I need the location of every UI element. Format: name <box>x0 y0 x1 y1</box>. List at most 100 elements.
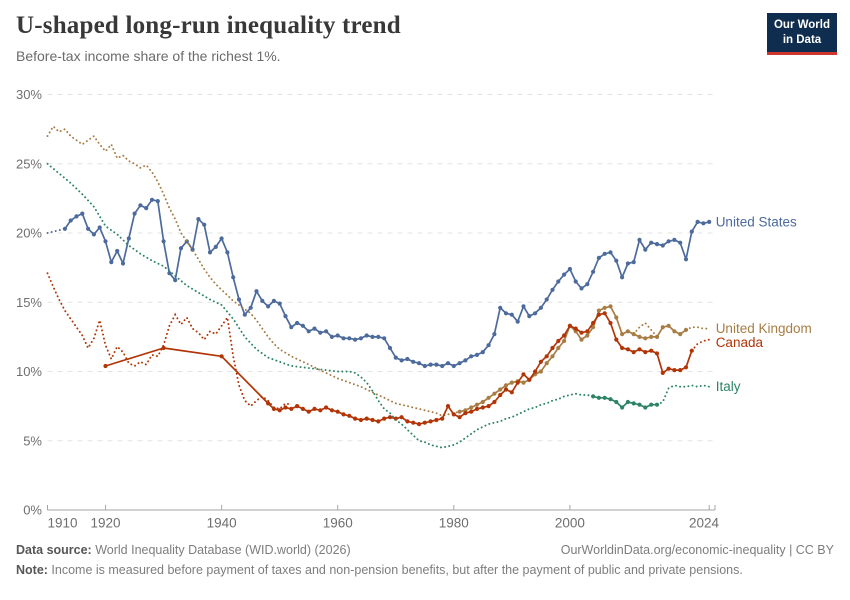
data-point <box>625 399 631 405</box>
data-point <box>376 334 381 339</box>
data-point <box>306 409 311 414</box>
data-point <box>602 311 607 316</box>
series-line-united-kingdom[interactable] <box>459 305 687 413</box>
data-point <box>480 399 485 405</box>
series-label-italy[interactable]: Italy <box>716 379 741 394</box>
data-point <box>562 272 567 277</box>
data-point <box>416 361 422 366</box>
data-point <box>521 372 526 377</box>
data-point <box>353 337 358 342</box>
data-point <box>596 312 602 317</box>
data-point <box>266 401 271 406</box>
data-point <box>463 411 468 416</box>
data-point <box>68 218 73 223</box>
data-point <box>707 219 712 224</box>
data-point <box>178 246 184 251</box>
data-point <box>614 337 619 342</box>
chart-footer: Data source: World Inequality Database (… <box>16 543 834 577</box>
data-point <box>509 390 514 395</box>
data-point <box>248 305 253 310</box>
data-point <box>422 420 427 425</box>
data-point <box>492 391 497 396</box>
data-point <box>649 402 654 407</box>
series-line-italy[interactable] <box>656 384 711 406</box>
data-point <box>556 345 561 351</box>
series-united-states[interactable] <box>46 197 712 369</box>
data-point <box>701 221 706 226</box>
data-point <box>451 363 456 369</box>
data-point <box>370 334 375 339</box>
data-point <box>202 222 207 227</box>
data-point <box>254 289 259 294</box>
series-italy[interactable] <box>46 162 711 449</box>
data-point <box>550 354 555 359</box>
data-point <box>300 323 305 328</box>
data-point <box>678 240 683 245</box>
series-line-italy[interactable] <box>46 162 595 449</box>
data-point <box>289 325 294 330</box>
series-line-united-states[interactable] <box>46 227 66 234</box>
data-point <box>503 311 509 316</box>
data-point <box>643 247 648 252</box>
data-point <box>672 329 677 334</box>
data-point <box>103 363 108 369</box>
data-point <box>115 248 120 254</box>
data-point <box>120 261 126 266</box>
x-tick-label: 2024 <box>689 516 720 531</box>
series-canada[interactable] <box>46 272 711 427</box>
series-line-canada[interactable] <box>690 338 711 352</box>
data-point <box>620 275 625 280</box>
data-point <box>550 287 555 292</box>
data-point <box>579 330 584 335</box>
data-point <box>486 395 491 400</box>
data-point <box>562 338 567 344</box>
series-line-united-kingdom[interactable] <box>685 326 711 331</box>
data-point <box>614 399 619 405</box>
data-point <box>521 380 526 385</box>
data-point <box>556 338 561 344</box>
data-point <box>300 406 305 411</box>
x-tick-label: 1940 <box>207 516 237 531</box>
y-tick-label: 10% <box>16 364 42 379</box>
data-point <box>324 329 329 334</box>
data-point <box>318 408 323 413</box>
data-source-text: World Inequality Database (WID.world) (2… <box>91 543 351 557</box>
data-point <box>271 406 276 411</box>
data-point <box>660 243 665 248</box>
series-line-united-states[interactable] <box>64 198 710 367</box>
data-point <box>405 419 410 424</box>
series-label-united-states[interactable]: United States <box>716 214 797 229</box>
data-point <box>695 219 700 224</box>
series-line-canada[interactable] <box>46 272 293 410</box>
data-point <box>689 229 694 234</box>
data-point <box>155 199 160 204</box>
data-point <box>509 312 514 317</box>
data-point <box>538 359 544 364</box>
data-point <box>329 334 334 339</box>
data-point <box>527 377 532 382</box>
series-line-united-kingdom[interactable] <box>632 321 658 338</box>
data-point <box>556 279 561 284</box>
data-point <box>474 406 480 411</box>
data-point <box>654 351 660 356</box>
series-line-united-kingdom[interactable] <box>46 124 461 417</box>
data-point <box>596 255 602 260</box>
data-point <box>672 368 677 373</box>
data-point <box>74 214 79 219</box>
data-point <box>382 416 387 421</box>
data-point <box>306 329 311 334</box>
data-point <box>538 369 544 374</box>
series-united-kingdom[interactable] <box>46 124 711 417</box>
data-point <box>643 350 648 355</box>
data-point <box>428 362 433 367</box>
data-point <box>649 348 654 353</box>
data-point <box>242 312 247 317</box>
series-label-united-kingdom[interactable]: United Kingdom <box>716 321 812 336</box>
data-point <box>585 329 590 334</box>
series-label-canada[interactable]: Canada <box>716 335 764 350</box>
data-point <box>103 239 108 244</box>
data-point <box>353 416 358 421</box>
data-point <box>579 337 584 342</box>
attribution-link[interactable]: OurWorldinData.org/economic-inequality |… <box>560 543 834 557</box>
data-point <box>637 347 642 352</box>
